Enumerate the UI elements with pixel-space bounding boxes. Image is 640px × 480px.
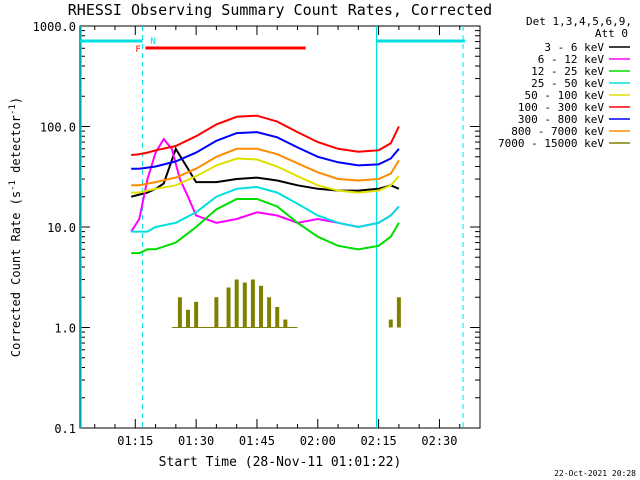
night-flag-label: N [150, 37, 155, 47]
flare-flag-label: F [135, 45, 140, 55]
series-line [131, 114, 400, 156]
chart-title: RHESSI Observing Summary Count Rates, Co… [68, 1, 492, 19]
x-tick-label: 01:45 [239, 434, 275, 448]
legend-label: 300 - 800 keV [518, 113, 604, 126]
series-line [131, 157, 400, 194]
y-tick-label: 1.0 [54, 322, 76, 336]
y-tick-label: 10.0 [47, 221, 76, 235]
y-tick-labels: 0.1 1.0 10.0 100.0 1000.0 [33, 20, 76, 436]
legend-label: 7000 - 15000 keV [498, 137, 604, 150]
series-line [131, 198, 400, 255]
x-tick-labels: 01:15 01:30 01:45 02:00 02:15 02:30 [117, 434, 457, 448]
legend-label: 3 - 6 keV [544, 41, 604, 54]
x-axis-label: Start Time (28-Nov-11 01:01:22) [159, 455, 402, 470]
axes-ticks [80, 25, 481, 429]
plot-frame [79, 25, 481, 429]
legend-label: 800 - 7000 keV [511, 125, 604, 138]
observing-flags: FN [80, 26, 465, 428]
legend-label: 100 - 300 keV [518, 101, 604, 114]
footer-date: 22-Oct-2021 20:28 [554, 469, 636, 478]
series-line [131, 185, 400, 233]
legend-label: 25 - 50 keV [531, 77, 604, 90]
legend-label: 50 - 100 keV [525, 89, 605, 102]
y-tick-label: 0.1 [54, 422, 76, 436]
x-tick-label: 02:15 [361, 434, 397, 448]
x-tick-label: 02:30 [421, 434, 457, 448]
y-axis-label: Corrected Count Rate (s-1 detector-1) [8, 97, 23, 357]
legend-header-line-2: Att 0 [595, 27, 628, 40]
y-tick-label: 100.0 [40, 121, 76, 135]
x-tick-label: 01:30 [178, 434, 214, 448]
legend-label: 6 - 12 keV [538, 53, 605, 66]
legend-label: 12 - 25 keV [531, 65, 604, 78]
series-line [131, 131, 400, 170]
x-tick-label: 01:15 [117, 434, 153, 448]
legend-header-line-1: Det 1,3,4,5,6,9, [526, 15, 632, 28]
x-tick-label: 02:00 [300, 434, 336, 448]
y-tick-label: 1000.0 [33, 20, 76, 34]
series-lines [130, 114, 401, 328]
series-line [131, 147, 400, 187]
